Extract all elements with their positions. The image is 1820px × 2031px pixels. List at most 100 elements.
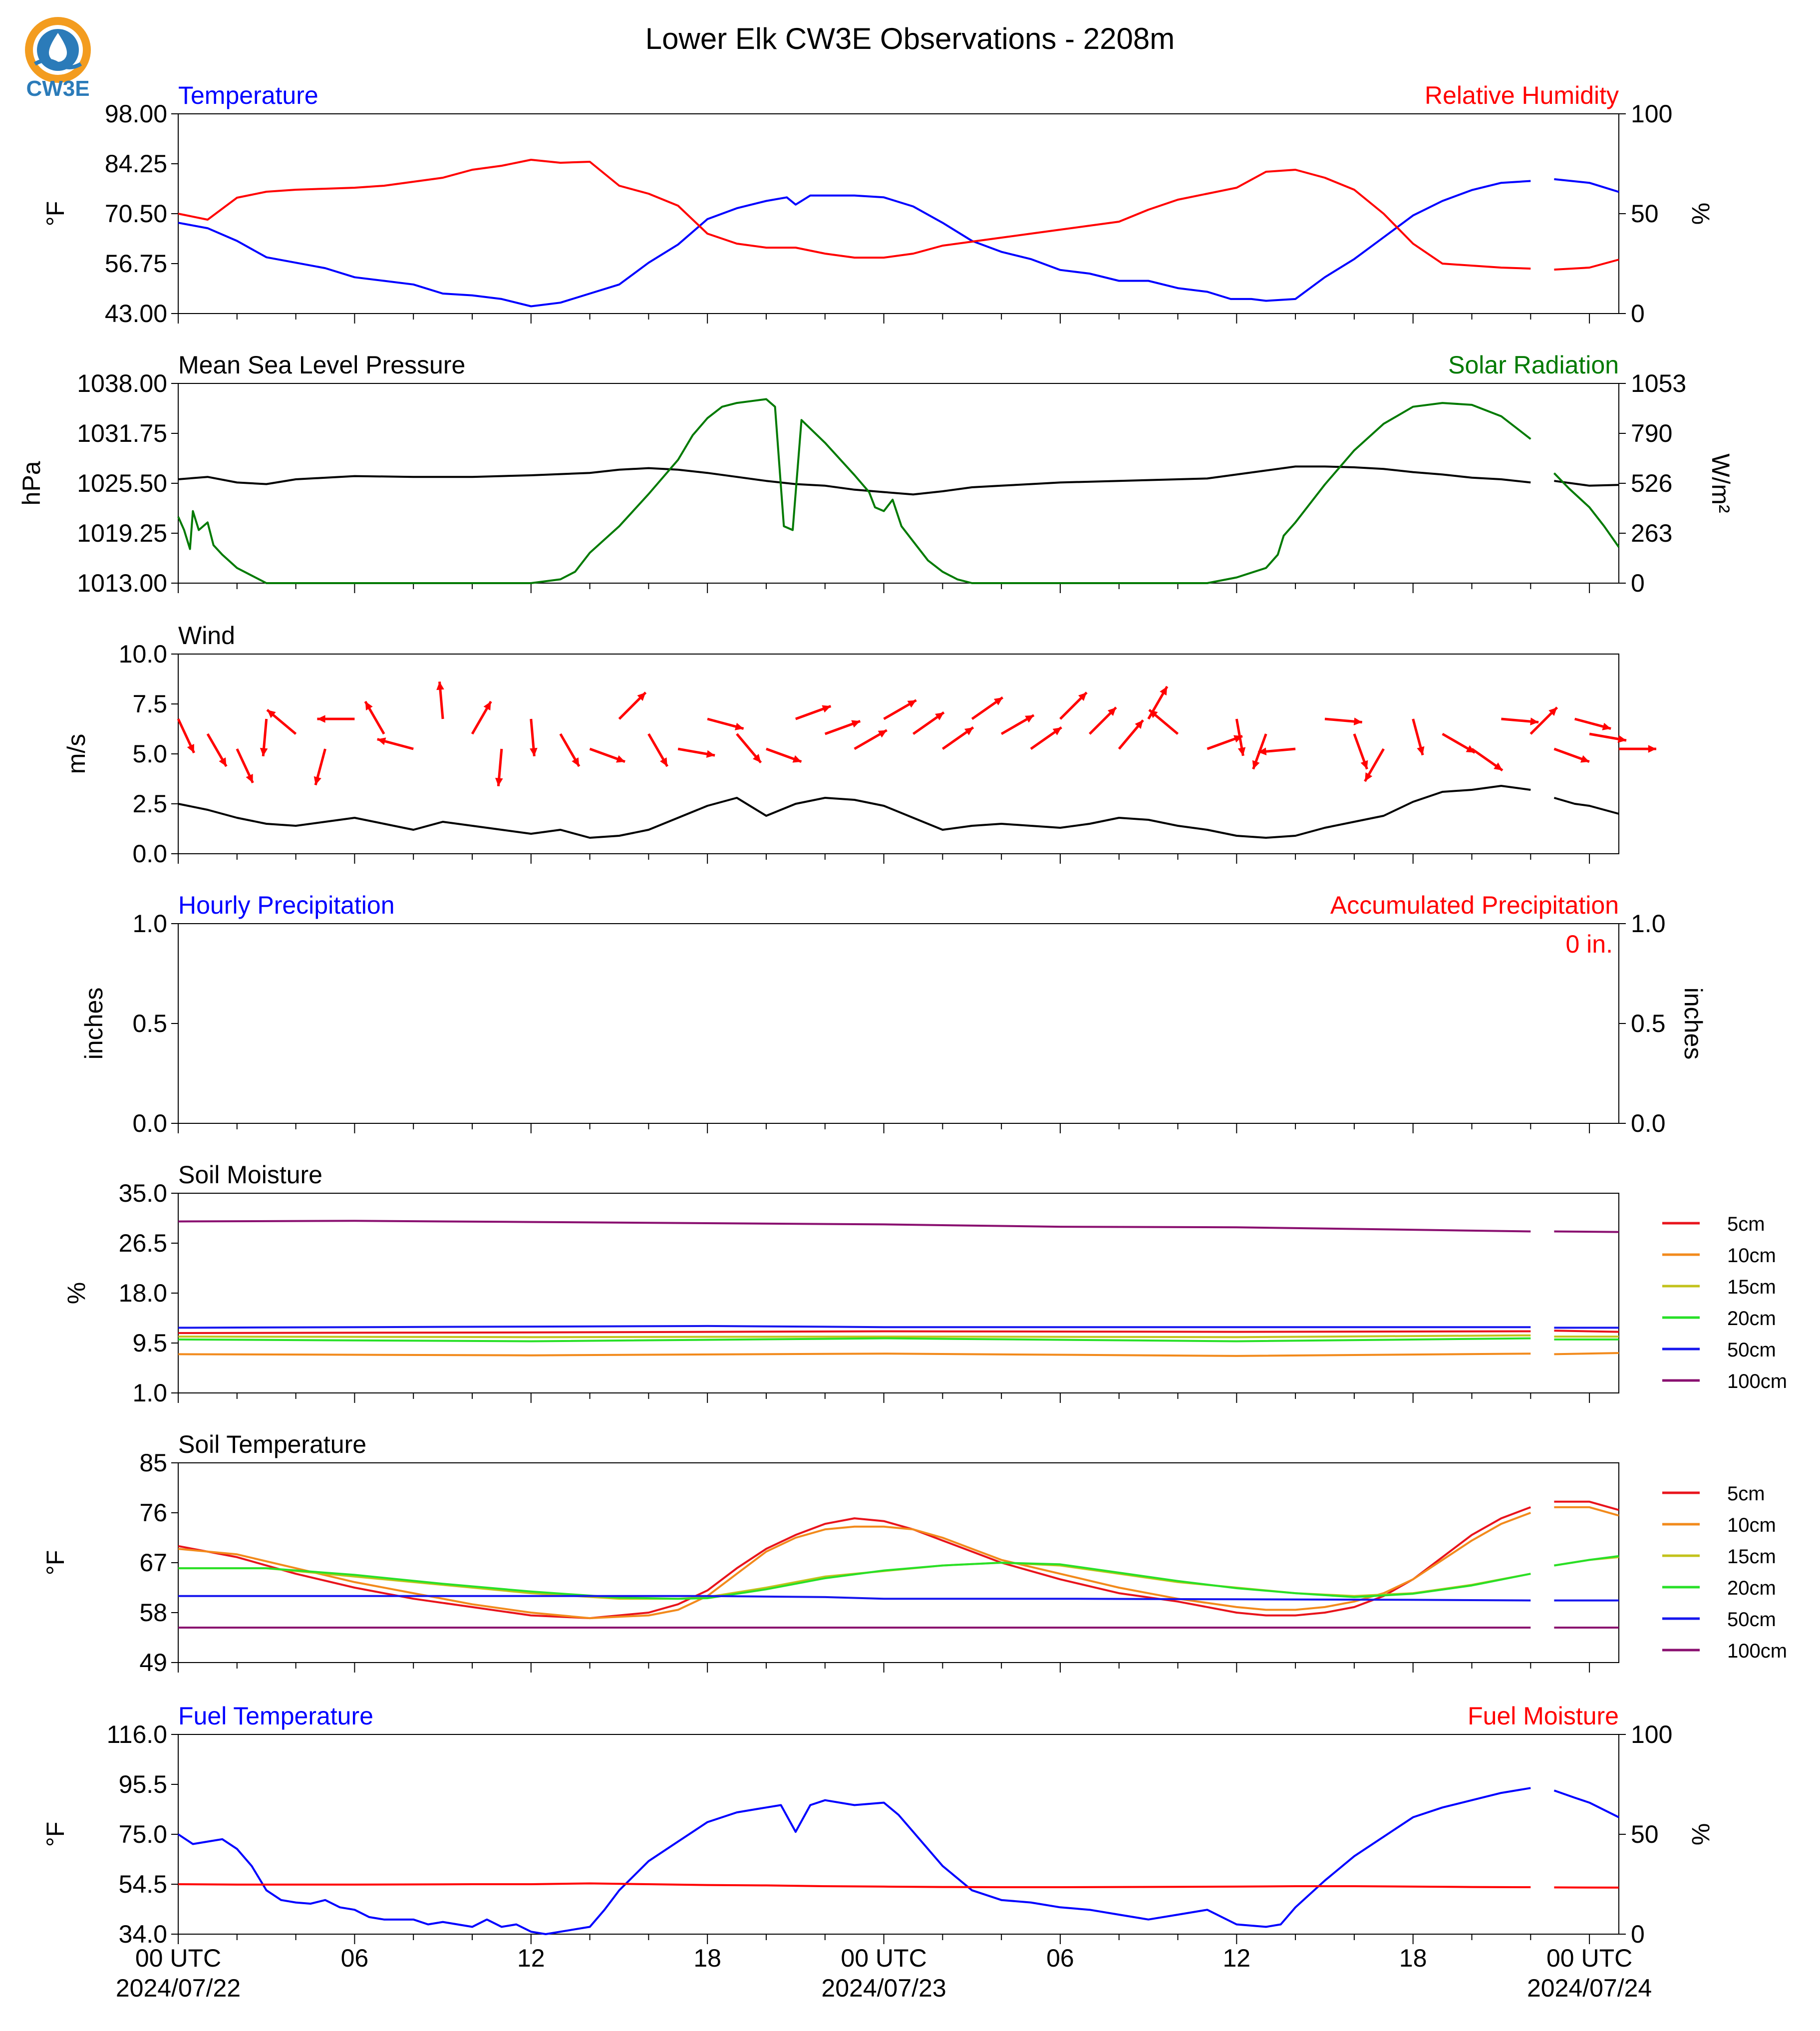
- right-tick-label: 0: [1631, 300, 1645, 328]
- panel-right-title: Accumulated Precipitation: [1330, 891, 1619, 919]
- x-tick-label: 06: [1046, 1944, 1074, 1972]
- x-tick-label: 18: [693, 1944, 721, 1972]
- legend-label: 50cm: [1727, 1609, 1776, 1631]
- left-tick-label: 75.0: [119, 1820, 167, 1848]
- legend-label: 100cm: [1727, 1370, 1787, 1392]
- series-line-10cm: [1554, 1353, 1619, 1354]
- right-axis-label: inches: [1679, 988, 1707, 1060]
- series-line-50cm: [178, 1326, 1530, 1328]
- panel-right-title: Solar Radiation: [1448, 351, 1619, 379]
- x-tick-label: 18: [1399, 1944, 1427, 1972]
- right-tick-label: 1.0: [1631, 910, 1666, 938]
- left-axis-label: °F: [41, 1550, 69, 1576]
- left-tick-label: 76: [139, 1499, 167, 1527]
- panel-left-title: Soil Moisture: [178, 1161, 322, 1189]
- panel-right-title: Relative Humidity: [1425, 81, 1619, 109]
- right-tick-label: 0: [1631, 1920, 1645, 1948]
- legend-label: 50cm: [1727, 1339, 1776, 1361]
- legend-label: 10cm: [1727, 1245, 1776, 1267]
- left-tick-label: 43.00: [105, 300, 167, 328]
- x-date-label: 2024/07/23: [821, 1974, 946, 2002]
- left-tick-label: 1038.00: [77, 369, 167, 397]
- logo-text: CW3E: [26, 76, 89, 101]
- legend-label: 10cm: [1727, 1514, 1776, 1536]
- right-tick-label: 100: [1631, 100, 1672, 128]
- left-tick-label: 49: [139, 1649, 167, 1677]
- right-tick-label: 263: [1631, 519, 1672, 547]
- left-tick-label: 70.50: [105, 200, 167, 228]
- right-tick-label: 50: [1631, 200, 1659, 228]
- left-tick-label: 26.5: [119, 1229, 167, 1257]
- left-tick-label: 18.0: [119, 1279, 167, 1307]
- x-tick-label: 00 UTC: [841, 1944, 926, 1972]
- x-tick-label: 06: [341, 1944, 369, 1972]
- left-tick-label: 10.0: [119, 640, 167, 668]
- left-tick-label: 98.00: [105, 100, 167, 128]
- left-axis-label: m/s: [62, 734, 90, 774]
- panel-left-title: Soil Temperature: [178, 1430, 366, 1458]
- left-tick-label: 1025.50: [77, 469, 167, 497]
- left-tick-label: 7.5: [132, 690, 167, 718]
- left-tick-label: 1019.25: [77, 519, 167, 547]
- left-axis-label: inches: [80, 988, 108, 1060]
- panel-left-title: Mean Sea Level Pressure: [178, 351, 465, 379]
- x-tick-label: 00 UTC: [135, 1944, 221, 1972]
- left-axis-label: °F: [41, 1822, 69, 1847]
- x-tick-label: 12: [1223, 1944, 1251, 1972]
- left-tick-label: 54.5: [119, 1870, 167, 1898]
- left-tick-label: 95.5: [119, 1770, 167, 1798]
- right-axis-label: W/m²: [1707, 453, 1735, 513]
- left-axis-label: %: [62, 1282, 90, 1304]
- left-tick-label: 0.0: [132, 840, 167, 868]
- left-axis-label: hPa: [17, 461, 45, 505]
- right-tick-label: 1053: [1631, 369, 1686, 397]
- panel-left-title: Fuel Temperature: [178, 1702, 373, 1730]
- legend-label: 20cm: [1727, 1308, 1776, 1330]
- legend-label: 20cm: [1727, 1577, 1776, 1599]
- right-tick-label: 0: [1631, 569, 1645, 597]
- left-tick-label: 9.5: [132, 1329, 167, 1357]
- legend-label: 5cm: [1727, 1483, 1765, 1505]
- right-tick-label: 100: [1631, 1720, 1672, 1748]
- left-tick-label: 2.5: [132, 790, 167, 818]
- left-tick-label: 0.0: [132, 1109, 167, 1137]
- x-date-label: 2024/07/22: [116, 1974, 241, 2002]
- chart-title: Lower Elk CW3E Observations - 2208m: [645, 22, 1175, 55]
- accumulated-total-label: 0 in.: [1565, 930, 1613, 958]
- panel-left-title: Temperature: [178, 81, 318, 109]
- panel-left-title: Wind: [178, 622, 235, 650]
- left-tick-label: 1.0: [132, 1379, 167, 1407]
- left-axis-label: °F: [41, 201, 69, 227]
- right-tick-label: 0.0: [1631, 1109, 1666, 1137]
- legend-label: 15cm: [1727, 1276, 1776, 1298]
- legend-label: 15cm: [1727, 1546, 1776, 1568]
- right-tick-label: 790: [1631, 419, 1672, 447]
- panel-right-title: Fuel Moisture: [1468, 1702, 1619, 1730]
- right-tick-label: 526: [1631, 469, 1672, 497]
- x-date-label: 2024/07/24: [1527, 1974, 1652, 2002]
- legend-label: 5cm: [1727, 1213, 1765, 1235]
- x-tick-label: 12: [517, 1944, 545, 1972]
- left-tick-label: 85: [139, 1449, 167, 1477]
- right-tick-label: 0.5: [1631, 1010, 1666, 1037]
- series-line-5cm: [1554, 1331, 1619, 1332]
- left-tick-label: 1013.00: [77, 569, 167, 597]
- right-tick-label: 50: [1631, 1820, 1659, 1848]
- right-axis-label: %: [1687, 203, 1715, 225]
- left-tick-label: 1031.75: [77, 419, 167, 447]
- left-tick-label: 56.75: [105, 250, 167, 278]
- panel-left-title: Hourly Precipitation: [178, 891, 395, 919]
- left-tick-label: 67: [139, 1549, 167, 1577]
- left-tick-label: 58: [139, 1599, 167, 1627]
- right-axis-label: %: [1687, 1823, 1715, 1845]
- left-tick-label: 116.0: [107, 1720, 167, 1748]
- left-tick-label: 5.0: [132, 740, 167, 768]
- legend-label: 100cm: [1727, 1640, 1787, 1662]
- left-tick-label: 35.0: [119, 1179, 167, 1207]
- left-tick-label: 84.25: [105, 150, 167, 178]
- left-tick-label: 1.0: [132, 910, 167, 938]
- x-tick-label: 00 UTC: [1546, 1944, 1632, 1972]
- left-tick-label: 0.5: [132, 1010, 167, 1037]
